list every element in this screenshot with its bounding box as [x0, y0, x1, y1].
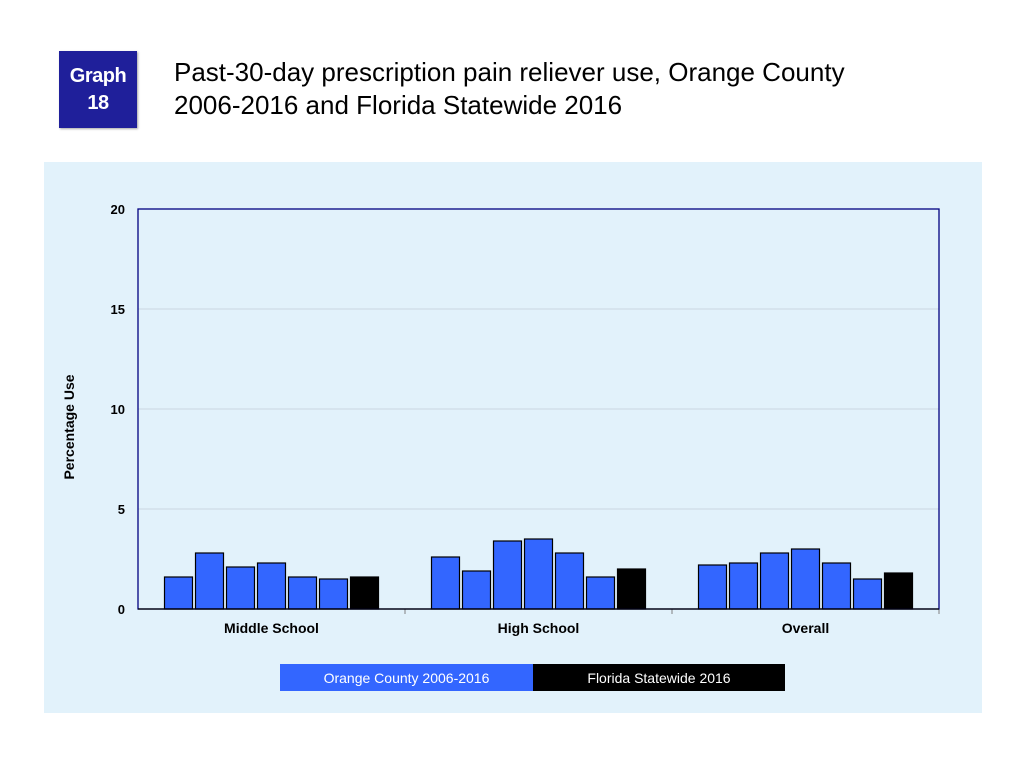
- bar-county: [318, 578, 349, 610]
- y-axis-title: Percentage Use: [61, 374, 77, 479]
- y-tick-label: 15: [111, 302, 125, 317]
- bar-county: [492, 540, 523, 610]
- y-tick-label: 20: [111, 202, 125, 217]
- graph-badge-label: Graph: [69, 64, 127, 87]
- bar-county: [430, 556, 461, 610]
- legend-label-orange-county: Orange County 2006-2016: [323, 669, 490, 686]
- legend-label-florida-statewide: Florida Statewide 2016: [587, 669, 731, 686]
- bar-county: [163, 576, 194, 610]
- bar-county: [554, 552, 585, 610]
- x-category-label: Middle School: [224, 620, 319, 636]
- bar-county: [585, 576, 616, 610]
- y-tick-label: 10: [111, 402, 125, 417]
- bar-county: [287, 576, 318, 610]
- y-tick-label: 5: [118, 502, 125, 517]
- bar-county: [194, 552, 225, 610]
- y-tick-label: 0: [118, 602, 125, 617]
- bar-county: [852, 578, 883, 610]
- legend-item-florida-statewide: Florida Statewide 2016: [533, 664, 785, 691]
- chart-title: Past-30-day prescription pain reliever u…: [174, 56, 974, 122]
- bar-county: [821, 562, 852, 610]
- bar-county: [523, 538, 554, 610]
- bar-county: [225, 566, 256, 610]
- bar-state: [349, 576, 380, 610]
- chart-legend: Orange County 2006-2016 Florida Statewid…: [280, 664, 785, 691]
- graph-badge-number: 18: [87, 91, 109, 114]
- bar-county: [759, 552, 790, 610]
- x-category-label: Overall: [782, 620, 829, 636]
- bar-state: [616, 568, 647, 610]
- x-category-label: High School: [498, 620, 580, 636]
- bar-county: [461, 570, 492, 610]
- graph-badge: Graph 18: [59, 51, 137, 128]
- chart-title-line-2: 2006-2016 and Florida Statewide 2016: [174, 90, 623, 120]
- bar-county: [697, 564, 728, 610]
- bar-county: [790, 548, 821, 610]
- bar-state: [883, 572, 914, 610]
- bar-county: [728, 562, 759, 610]
- legend-item-orange-county: Orange County 2006-2016: [280, 664, 533, 691]
- bar-county: [256, 562, 287, 610]
- chart-title-line-1: Past-30-day prescription pain reliever u…: [174, 57, 845, 87]
